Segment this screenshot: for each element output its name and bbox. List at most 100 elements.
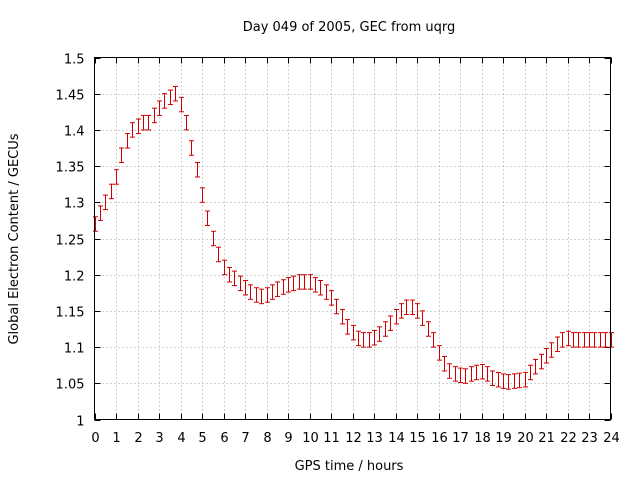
data-point xyxy=(254,287,259,303)
data-point xyxy=(555,336,560,352)
data-point xyxy=(313,277,318,293)
data-point xyxy=(259,288,264,305)
data-point xyxy=(485,366,490,382)
data-point xyxy=(404,299,409,316)
data-point xyxy=(302,274,307,290)
data-point xyxy=(157,100,162,116)
y-tick-label: 1.5 xyxy=(64,53,85,68)
data-point xyxy=(501,373,506,389)
data-point xyxy=(544,348,549,364)
y-tick-label: 1.25 xyxy=(56,234,85,249)
data-point xyxy=(592,332,597,348)
data-point xyxy=(394,308,399,325)
data-point xyxy=(334,298,339,315)
y-tick-label: 1 xyxy=(76,415,84,430)
data-point xyxy=(399,303,404,319)
data-point xyxy=(98,205,103,221)
plot-frame xyxy=(94,57,611,420)
x-tick-labels: 0 1 2 3 4 5 6 7 8 9 10 11 12 13 14 15 16 17 18 19 20 21 22 23 24 xyxy=(91,431,619,446)
x-tick-label: 8 xyxy=(263,431,271,446)
y-tick-label: 1.05 xyxy=(56,378,85,393)
data-point xyxy=(291,275,296,292)
data-point xyxy=(431,332,436,348)
data-point xyxy=(270,284,275,300)
data-point xyxy=(119,147,124,163)
x-tick-label: 13 xyxy=(366,431,383,446)
x-tick-label: 14 xyxy=(388,431,405,446)
data-point xyxy=(200,187,205,203)
data-point xyxy=(318,279,323,296)
y-tick-label: 1.3 xyxy=(64,197,85,212)
data-point xyxy=(146,114,151,131)
data-point xyxy=(566,330,571,347)
data-point xyxy=(512,373,517,389)
data-series xyxy=(93,85,614,390)
data-point xyxy=(549,342,554,358)
data-point xyxy=(582,332,587,348)
data-point xyxy=(539,353,544,370)
data-point xyxy=(496,371,501,388)
data-point xyxy=(195,161,200,178)
data-point xyxy=(243,279,248,296)
chart-title: Day 049 of 2005, GEC from uqrg xyxy=(243,20,456,35)
data-point xyxy=(506,374,511,390)
x-tick-label: 1 xyxy=(112,431,120,446)
x-tick-label: 2 xyxy=(134,431,142,446)
y-tick-labels: 1 1.05 1.1 1.15 1.2 1.25 1.3 1.35 1.4 1.45 1.5 xyxy=(56,53,85,430)
data-point xyxy=(184,114,189,131)
x-tick-label: 22 xyxy=(560,431,577,446)
data-point xyxy=(179,96,184,113)
data-point xyxy=(420,310,425,326)
grid-lines xyxy=(94,57,611,420)
x-tick-label: 20 xyxy=(517,431,534,446)
data-point xyxy=(238,275,243,292)
x-tick-label: 0 xyxy=(91,431,99,446)
data-point xyxy=(265,287,270,303)
y-tick-label: 1.35 xyxy=(56,161,85,176)
data-point xyxy=(168,89,173,106)
y-tick-label: 1.2 xyxy=(64,270,85,285)
x-tick-label: 21 xyxy=(538,431,555,446)
data-point xyxy=(324,284,329,300)
y-tick-label: 1.1 xyxy=(64,342,85,357)
x-tick-label: 5 xyxy=(198,431,206,446)
data-point xyxy=(162,93,167,109)
x-tick-label: 19 xyxy=(495,431,512,446)
data-point xyxy=(377,326,382,342)
x-tick-label: 24 xyxy=(603,431,620,446)
y-tick-label: 1.45 xyxy=(56,89,85,104)
x-axis-label: GPS time / hours xyxy=(295,459,404,474)
x-tick-label: 16 xyxy=(431,431,448,446)
data-point xyxy=(458,367,463,384)
data-point xyxy=(603,332,608,348)
data-point xyxy=(410,299,415,316)
data-point xyxy=(141,114,146,131)
data-point xyxy=(442,356,447,372)
x-tick-label: 15 xyxy=(409,431,426,446)
x-tick-label: 10 xyxy=(302,431,319,446)
data-point xyxy=(351,324,356,341)
data-point xyxy=(297,274,302,290)
data-point xyxy=(474,364,479,381)
data-point xyxy=(286,277,291,293)
data-point xyxy=(383,321,388,337)
data-point xyxy=(576,332,581,348)
data-point xyxy=(356,330,361,347)
data-point xyxy=(345,319,350,335)
data-point xyxy=(517,372,522,389)
data-point xyxy=(232,270,237,287)
data-point xyxy=(523,371,528,388)
data-point xyxy=(130,122,135,138)
data-point xyxy=(173,85,178,102)
data-point xyxy=(587,332,592,348)
data-point xyxy=(248,284,253,300)
data-point xyxy=(415,303,420,319)
data-point xyxy=(222,259,227,276)
data-point xyxy=(560,332,565,348)
data-point xyxy=(308,274,313,290)
data-point xyxy=(227,266,232,283)
data-point xyxy=(275,281,280,297)
data-point xyxy=(453,366,458,382)
data-point xyxy=(480,363,485,380)
x-tick-label: 17 xyxy=(452,431,469,446)
